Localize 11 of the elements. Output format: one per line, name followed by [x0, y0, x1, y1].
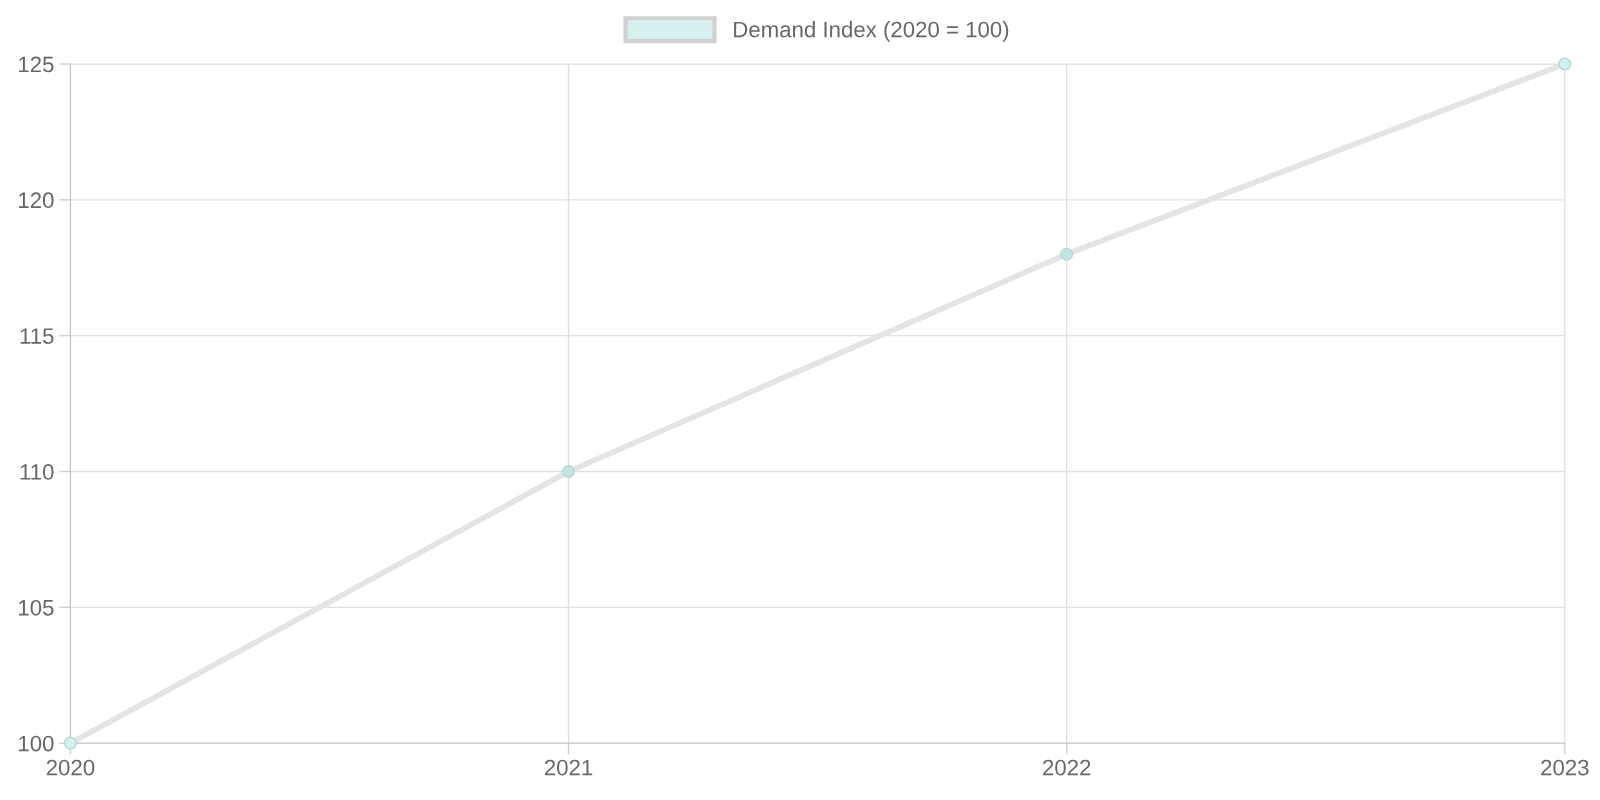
- x-tick-label: 2021: [544, 759, 593, 776]
- y-tick-label: 105: [19, 599, 54, 616]
- y-tick-label: 100: [19, 735, 54, 752]
- y-tick-label: 110: [20, 464, 54, 480]
- x-tick-label: 2023: [1541, 759, 1589, 776]
- y-tick-label: 115: [20, 328, 54, 344]
- x-tick-label: 2020: [46, 759, 95, 776]
- y-tick-label: 125: [19, 56, 54, 73]
- legend-label: Demand Index (2020 = 100): [734, 21, 1009, 42]
- y-tick-label: 120: [19, 192, 54, 209]
- x-tick-label: 2022: [1043, 759, 1091, 776]
